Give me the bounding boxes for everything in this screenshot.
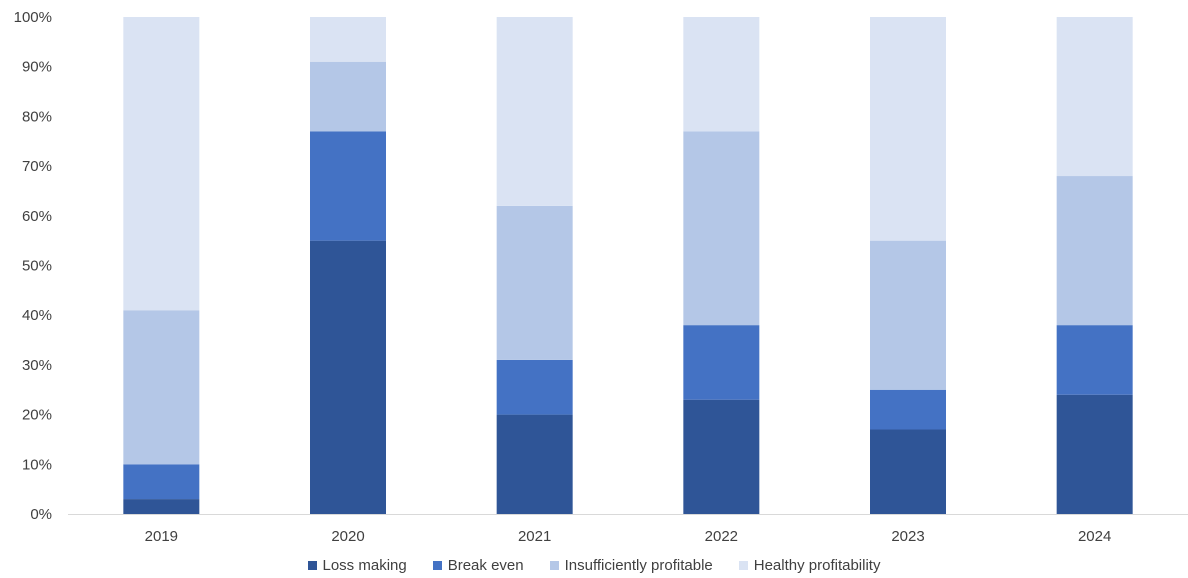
legend-swatch: [307, 561, 317, 570]
bar-break-even-2020: [310, 131, 386, 241]
x-tick-label: 2020: [331, 528, 364, 545]
legend-item: Insufficiently profitable: [549, 557, 713, 574]
bar-healthy-profitability-2021: [496, 17, 573, 206]
bar-insufficiently-profitable-2023: [870, 240, 946, 390]
y-tick-label: 80%: [22, 108, 52, 125]
y-tick-label: 100%: [14, 9, 52, 26]
legend-item: Healthy profitability: [738, 557, 881, 574]
y-tick-label: 40%: [22, 307, 52, 324]
plot-area: 0% 10% 20% 30% 40% 50% 60% 70% 80% 90% 100% 2019 202…: [14, 9, 1188, 545]
bar-break-even-2021: [496, 359, 573, 415]
bar-healthy-profitability-2020: [310, 17, 386, 62]
bar-break-even-2022: [683, 325, 760, 400]
legend-label: Insufficiently profitable: [564, 557, 713, 574]
bar-loss-making-2022: [683, 399, 760, 514]
bar-break-even-2023: [870, 389, 946, 430]
legend-swatch: [549, 561, 559, 570]
bar-break-even-2019: [123, 464, 200, 500]
legend-swatch: [738, 561, 748, 570]
bar-insufficiently-profitable-2024: [1056, 176, 1133, 326]
y-tick-label: 50%: [22, 258, 52, 275]
bar-loss-making-2024: [1056, 394, 1133, 514]
bar-insufficiently-profitable-2020: [310, 61, 386, 132]
y-tick-label: 90%: [22, 59, 52, 76]
bar-healthy-profitability-2023: [870, 17, 946, 241]
y-tick-label: 20%: [22, 407, 52, 424]
legend-label: Break even: [447, 557, 524, 574]
x-tick-label: 2022: [705, 528, 738, 545]
bar-healthy-profitability-2022: [683, 17, 760, 132]
bar-insufficiently-profitable-2022: [683, 131, 760, 326]
legend-item: Break even: [432, 557, 524, 574]
bar-loss-making-2023: [870, 429, 946, 514]
y-tick-label: 0%: [30, 506, 52, 523]
legend-item: Loss making: [307, 557, 407, 574]
legend-label: Healthy profitability: [753, 557, 881, 574]
bar-insufficiently-profitable-2019: [123, 310, 200, 465]
x-tick-label: 2023: [891, 528, 924, 545]
bar-loss-making-2021: [496, 414, 573, 514]
legend-swatch: [432, 561, 442, 570]
y-tick-label: 60%: [22, 208, 52, 225]
bar-healthy-profitability-2019: [123, 17, 200, 311]
bar-loss-making-2019: [123, 499, 200, 514]
bar-break-even-2024: [1056, 325, 1133, 395]
bar-loss-making-2020: [310, 240, 386, 514]
bar-insufficiently-profitable-2021: [496, 205, 573, 360]
bar-healthy-profitability-2024: [1056, 17, 1133, 177]
x-tick-label: 2021: [518, 528, 551, 545]
y-tick-label: 10%: [22, 456, 52, 473]
y-tick-label: 70%: [22, 158, 52, 175]
x-tick-label: 2024: [1078, 528, 1111, 545]
legend-label: Loss making: [322, 557, 407, 574]
x-tick-label: 2019: [145, 528, 178, 545]
legend: Loss making Break even Insufficiently prof…: [0, 557, 1188, 574]
y-tick-label: 30%: [22, 357, 52, 374]
